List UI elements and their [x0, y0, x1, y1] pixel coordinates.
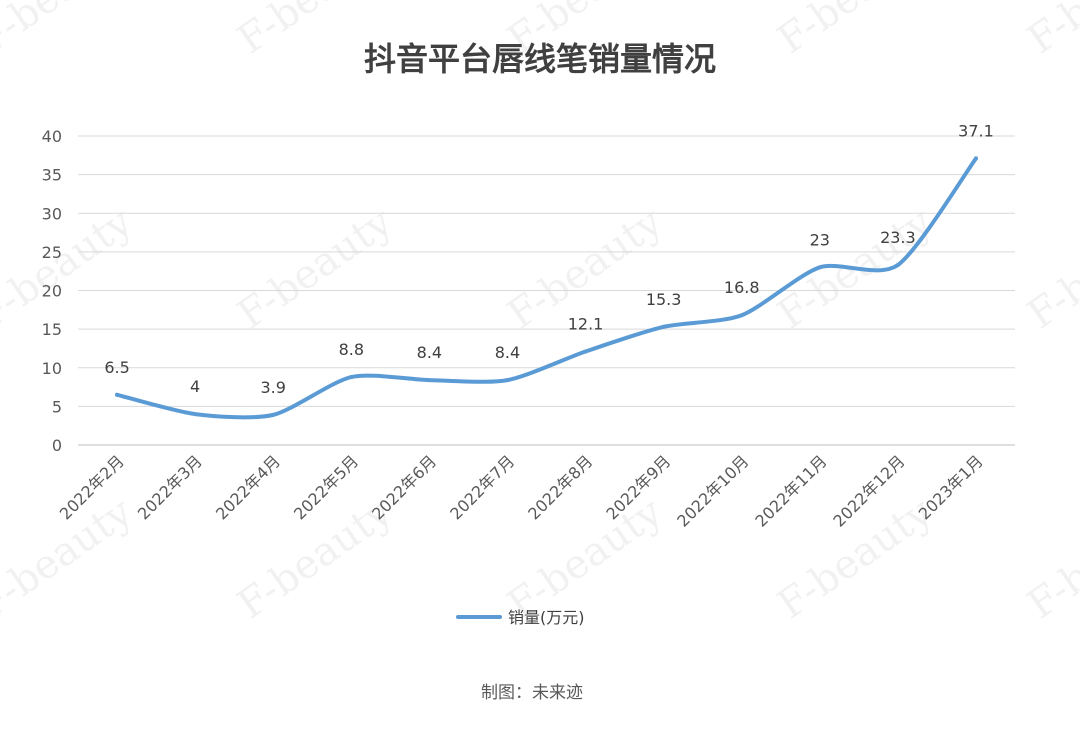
y-tick-label: 5 [52, 397, 62, 416]
x-tick-label: 2023年1月 [915, 451, 987, 523]
data-point [193, 412, 198, 417]
watermark-layer: F-beauty F-beauty F-beauty F-beauty F-beauty… [0, 0, 1080, 628]
watermark-text: F-beauty [0, 199, 141, 338]
data-label: 6.5 [104, 358, 129, 377]
y-tick-label: 20 [42, 282, 62, 301]
data-label: 8.4 [495, 343, 520, 362]
data-label: 37.1 [958, 121, 994, 140]
data-point [817, 265, 822, 270]
data-label: 12.1 [568, 315, 604, 334]
y-tick-label: 0 [52, 436, 62, 455]
y-axis: 0 5 10 15 20 25 30 35 40 [42, 127, 62, 455]
data-labels: 6.5 4 3.9 8.8 8.4 8.4 12.1 15.3 16.8 23 23.3 37.1 [104, 121, 993, 396]
gridlines [78, 135, 1015, 446]
data-point [505, 378, 510, 383]
data-label: 15.3 [646, 290, 682, 309]
data-label: 23 [810, 230, 830, 249]
data-point [895, 263, 900, 268]
data-point [349, 375, 354, 380]
x-tick-label: 2022年7月 [446, 451, 518, 523]
y-tick-label: 15 [42, 320, 62, 339]
watermark-text: F-beauty [1019, 489, 1080, 628]
data-label: 4 [190, 377, 200, 396]
y-tick-label: 10 [42, 359, 62, 378]
y-tick-label: 25 [42, 243, 62, 262]
x-tick-label: 2022年10月 [673, 451, 752, 530]
chart-credit: 制图：未来迹 [481, 683, 583, 703]
watermark-text: F-beauty [1019, 0, 1080, 63]
x-tick-label: 2022年11月 [751, 451, 830, 530]
x-tick-label: 2022年8月 [524, 451, 596, 523]
data-label: 8.8 [339, 340, 364, 359]
legend: 销量(万元) [456, 608, 585, 627]
data-label: 23.3 [880, 228, 916, 247]
data-label: 8.4 [417, 343, 442, 362]
data-label: 3.9 [260, 378, 285, 397]
watermark-text: F-beauty [229, 199, 401, 338]
watermark-text: F-beauty [769, 0, 941, 63]
data-point [271, 412, 276, 417]
data-point [973, 156, 978, 161]
x-axis: 2022年2月 2022年3月 2022年4月 2022年5月 2022年6月 2022年… [56, 451, 987, 530]
watermark-text: F-beauty [1019, 199, 1080, 338]
y-tick-label: 40 [42, 127, 62, 146]
chart-title: 抖音平台唇线笔销量情况 [364, 40, 716, 78]
data-label: 16.8 [724, 278, 760, 297]
series-layer [115, 156, 978, 420]
y-tick-label: 35 [42, 166, 62, 185]
x-tick-label: 2022年4月 [212, 451, 284, 523]
data-point [661, 324, 666, 329]
data-point [427, 378, 432, 383]
y-tick-label: 30 [42, 204, 62, 223]
watermark-text: F-beauty [0, 0, 141, 63]
x-tick-label: 2022年6月 [368, 451, 440, 523]
data-point [583, 349, 588, 354]
data-point [115, 392, 120, 397]
x-tick-label: 2022年3月 [134, 451, 206, 523]
data-point [739, 313, 744, 318]
legend-label: 销量(万元) [508, 608, 585, 627]
